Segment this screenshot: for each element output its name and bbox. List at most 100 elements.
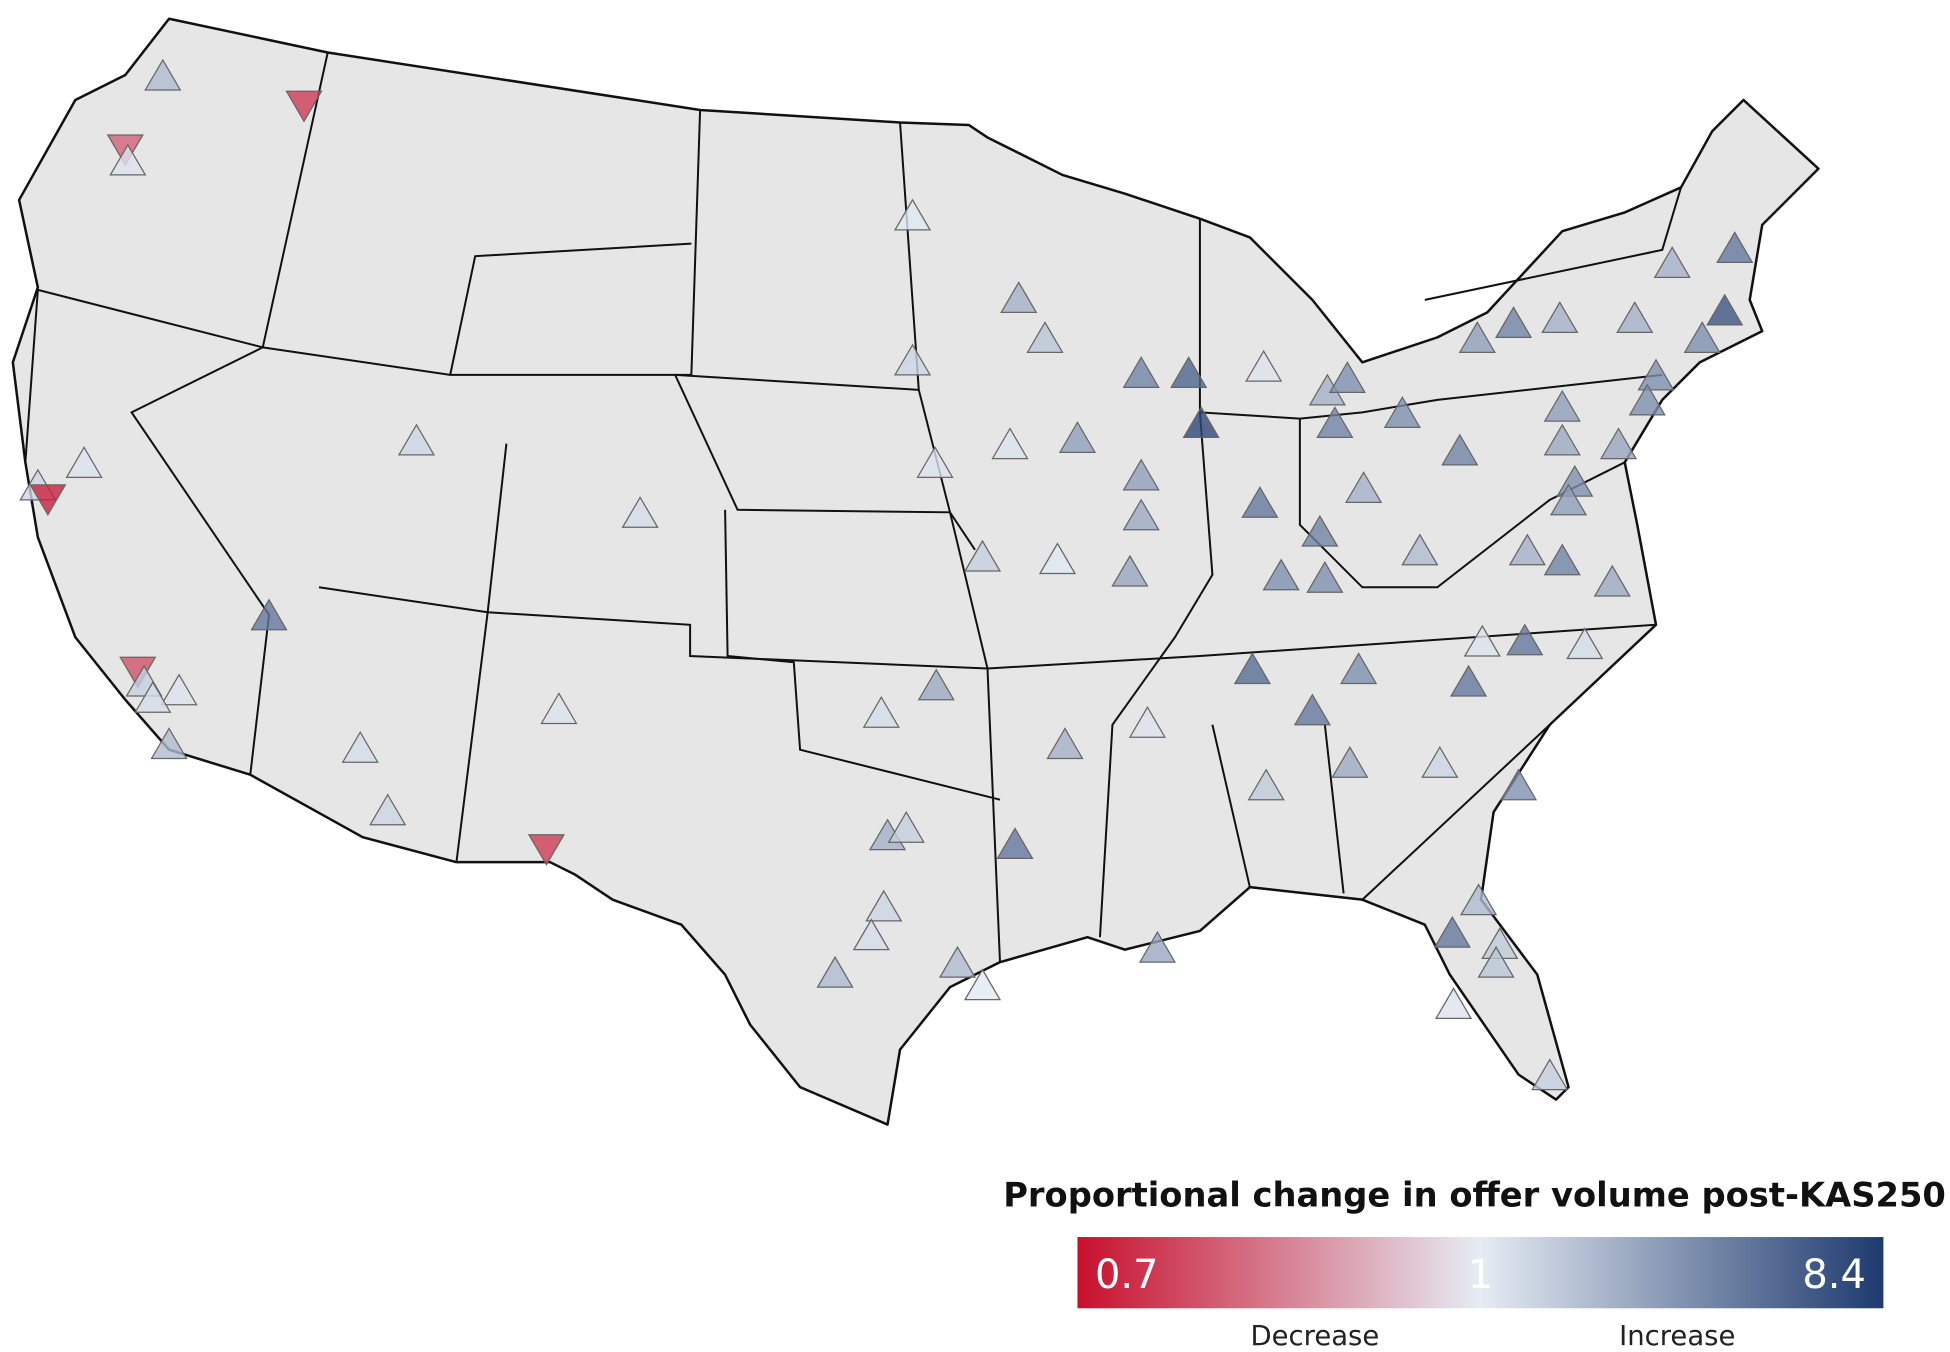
state-line [455, 443, 508, 863]
state-line [675, 109, 702, 376]
state-line [130, 52, 329, 775]
site-marker [1345, 471, 1383, 503]
site-marker [1531, 1058, 1569, 1091]
site-marker [1494, 306, 1533, 338]
site-marker [1599, 427, 1638, 460]
site-marker [341, 730, 379, 763]
site-marker [887, 810, 925, 843]
site-marker [1138, 930, 1177, 963]
site-marker [109, 143, 147, 176]
site-marker [1499, 768, 1538, 801]
site-marker [1122, 356, 1160, 388]
site-marker [1543, 543, 1581, 576]
site-marker [1628, 383, 1666, 416]
site-marker [1331, 745, 1369, 778]
colorbar-tick-label: 8.4 [1802, 1252, 1866, 1298]
site-marker [1262, 558, 1300, 591]
site-marker [540, 692, 578, 725]
site-marker [1000, 281, 1038, 314]
legend-title: Proportional change in offer volume post… [1003, 1176, 1946, 1215]
site-marker [1306, 561, 1344, 593]
site-marker [1340, 652, 1378, 685]
site-marker [1182, 406, 1220, 438]
site-marker [1247, 768, 1285, 801]
site-marker [1541, 301, 1579, 334]
site-marker [1111, 554, 1149, 587]
site-marker [1233, 652, 1271, 685]
site-marker [996, 827, 1034, 860]
state-line [1424, 187, 1682, 301]
high-label: Increase [1619, 1320, 1735, 1352]
site-marker [1128, 705, 1167, 738]
state-line [1323, 724, 1345, 894]
state-line [724, 509, 1001, 801]
site-marker [29, 484, 67, 517]
site-marker [1477, 945, 1515, 978]
site-marker [938, 945, 977, 978]
site-marker [1653, 246, 1691, 279]
site-marker [1508, 533, 1546, 566]
site-marker [893, 198, 932, 231]
site-marker [1241, 486, 1279, 518]
site-marker [1383, 396, 1421, 428]
site-marker [1458, 321, 1496, 353]
site-marker [1683, 321, 1721, 353]
site-marker [144, 58, 182, 91]
colorbar-tick-label: 1 [1468, 1252, 1493, 1298]
state-lines [24, 52, 1682, 963]
state-line [1211, 724, 1551, 901]
site-marker [1245, 349, 1283, 382]
state-line [674, 374, 976, 551]
site-marker [862, 696, 900, 728]
site-marker [1122, 458, 1160, 491]
site-marker [1549, 483, 1588, 516]
site-marker [963, 968, 1002, 1001]
site-marker [1506, 623, 1544, 656]
site-marker [1026, 321, 1064, 353]
site-marker [1058, 421, 1097, 453]
site-marker [397, 423, 436, 456]
site-marker [1593, 564, 1631, 597]
site-marker [1316, 406, 1354, 438]
site-marker [134, 681, 172, 713]
site-marker [1301, 514, 1339, 547]
site-marker [893, 343, 932, 376]
colorbar-tick-label: 0.7 [1095, 1252, 1159, 1298]
site-marker [1038, 542, 1077, 575]
site-marker [1421, 745, 1459, 778]
site-marker [1170, 356, 1208, 388]
site-marker [1566, 627, 1604, 660]
state-line [449, 242, 692, 376]
site-marker [1543, 389, 1581, 422]
site-marker [1459, 883, 1498, 916]
site-marker [865, 889, 903, 922]
site-marker [160, 673, 198, 706]
site-marker [527, 834, 565, 866]
markers [19, 58, 1754, 1091]
site-marker [1433, 915, 1471, 948]
site-marker [963, 539, 1002, 572]
site-marker [1122, 498, 1160, 531]
site-marker [250, 598, 288, 631]
site-marker [1706, 293, 1744, 326]
site-marker [1293, 693, 1331, 726]
site-marker [852, 918, 890, 951]
site-marker [991, 427, 1029, 460]
site-marker [917, 668, 955, 701]
site-marker [1434, 987, 1473, 1019]
site-marker [1441, 433, 1479, 466]
site-marker [916, 446, 954, 478]
site-marker [1543, 423, 1581, 456]
site-marker [1716, 231, 1754, 264]
site-marker [1463, 624, 1501, 657]
state-line [1199, 373, 1663, 420]
site-marker [285, 90, 323, 123]
state-line [24, 289, 39, 463]
site-marker [1328, 361, 1366, 393]
low-label: Decrease [1250, 1320, 1379, 1352]
site-marker [621, 496, 659, 528]
site-marker [816, 955, 854, 988]
colorbar [1077, 1237, 1884, 1309]
site-marker [369, 793, 407, 826]
